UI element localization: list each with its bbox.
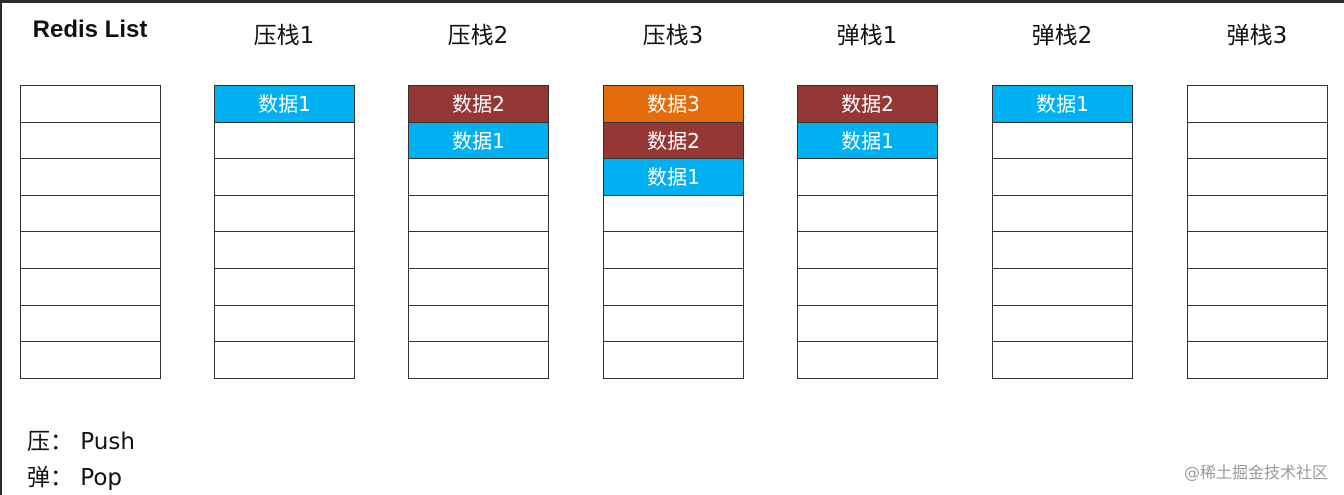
empty-cell bbox=[409, 232, 548, 269]
empty-cell bbox=[1188, 86, 1327, 123]
empty-cell bbox=[798, 196, 937, 233]
empty-cell bbox=[215, 159, 354, 196]
data-cell: 数据3 bbox=[604, 86, 743, 123]
stack: 数据2 数据1 bbox=[797, 85, 938, 379]
column-title: Redis List bbox=[32, 16, 148, 43]
empty-cell bbox=[798, 232, 937, 269]
data-cell: 数据2 bbox=[604, 122, 743, 160]
empty-cell bbox=[604, 342, 743, 379]
column-title: 弹栈1 bbox=[836, 23, 898, 49]
empty-cell bbox=[21, 232, 160, 269]
empty-cell bbox=[21, 159, 160, 196]
column-title: 压栈2 bbox=[447, 23, 509, 49]
empty-cell bbox=[215, 269, 354, 306]
empty-cell bbox=[409, 159, 548, 196]
empty-cell bbox=[993, 232, 1132, 269]
empty-cell bbox=[604, 306, 743, 343]
empty-cell bbox=[993, 123, 1132, 160]
empty-cell bbox=[21, 196, 160, 233]
data-cell: 数据1 bbox=[798, 122, 937, 160]
column-title: 弹栈3 bbox=[1226, 23, 1288, 49]
empty-cell bbox=[1188, 269, 1327, 306]
empty-cell bbox=[604, 232, 743, 269]
watermark: @稀土掘金技术社区 bbox=[1183, 463, 1328, 482]
empty-cell bbox=[1188, 306, 1327, 343]
legend-pop: 弹： Pop bbox=[27, 465, 123, 491]
empty-cell bbox=[215, 123, 354, 160]
empty-cell bbox=[993, 306, 1132, 343]
stack: 数据3 数据2 数据1 bbox=[603, 85, 744, 379]
data-cell: 数据2 bbox=[798, 86, 937, 123]
empty-cell bbox=[409, 196, 548, 233]
empty-cell bbox=[993, 269, 1132, 306]
empty-cell bbox=[409, 306, 548, 343]
empty-cell bbox=[409, 269, 548, 306]
stack: 数据2 数据1 bbox=[408, 85, 549, 379]
empty-cell bbox=[215, 342, 354, 379]
empty-cell bbox=[604, 269, 743, 306]
data-cell: 数据1 bbox=[409, 122, 548, 160]
stack: 数据1 bbox=[214, 85, 355, 379]
empty-cell bbox=[21, 86, 160, 123]
empty-cell bbox=[215, 232, 354, 269]
empty-cell bbox=[21, 306, 160, 343]
empty-cell bbox=[215, 306, 354, 343]
empty-cell bbox=[798, 342, 937, 379]
empty-cell bbox=[993, 159, 1132, 196]
empty-cell bbox=[409, 342, 548, 379]
data-cell: 数据1 bbox=[604, 159, 743, 196]
column-title: 压栈1 bbox=[253, 23, 315, 49]
empty-cell bbox=[993, 342, 1132, 379]
stack bbox=[20, 85, 161, 379]
data-cell: 数据1 bbox=[215, 86, 354, 123]
data-cell: 数据2 bbox=[409, 86, 548, 123]
stack bbox=[1187, 85, 1328, 379]
empty-cell bbox=[798, 159, 937, 196]
empty-cell bbox=[215, 196, 354, 233]
empty-cell bbox=[21, 269, 160, 306]
stack: 数据1 bbox=[992, 85, 1133, 379]
empty-cell bbox=[798, 269, 937, 306]
empty-cell bbox=[1188, 159, 1327, 196]
empty-cell bbox=[1188, 342, 1327, 379]
window-top-border bbox=[0, 0, 1344, 3]
column-title: 压栈3 bbox=[642, 23, 704, 49]
empty-cell bbox=[1188, 196, 1327, 233]
empty-cell bbox=[604, 196, 743, 233]
window-left-border bbox=[0, 0, 2, 495]
empty-cell bbox=[798, 306, 937, 343]
data-cell: 数据1 bbox=[993, 86, 1132, 123]
empty-cell bbox=[993, 196, 1132, 233]
empty-cell bbox=[1188, 123, 1327, 160]
empty-cell bbox=[1188, 232, 1327, 269]
empty-cell bbox=[21, 123, 160, 160]
empty-cell bbox=[21, 342, 160, 379]
column-title: 弹栈2 bbox=[1031, 23, 1093, 49]
legend-push: 压： Push bbox=[27, 429, 135, 455]
